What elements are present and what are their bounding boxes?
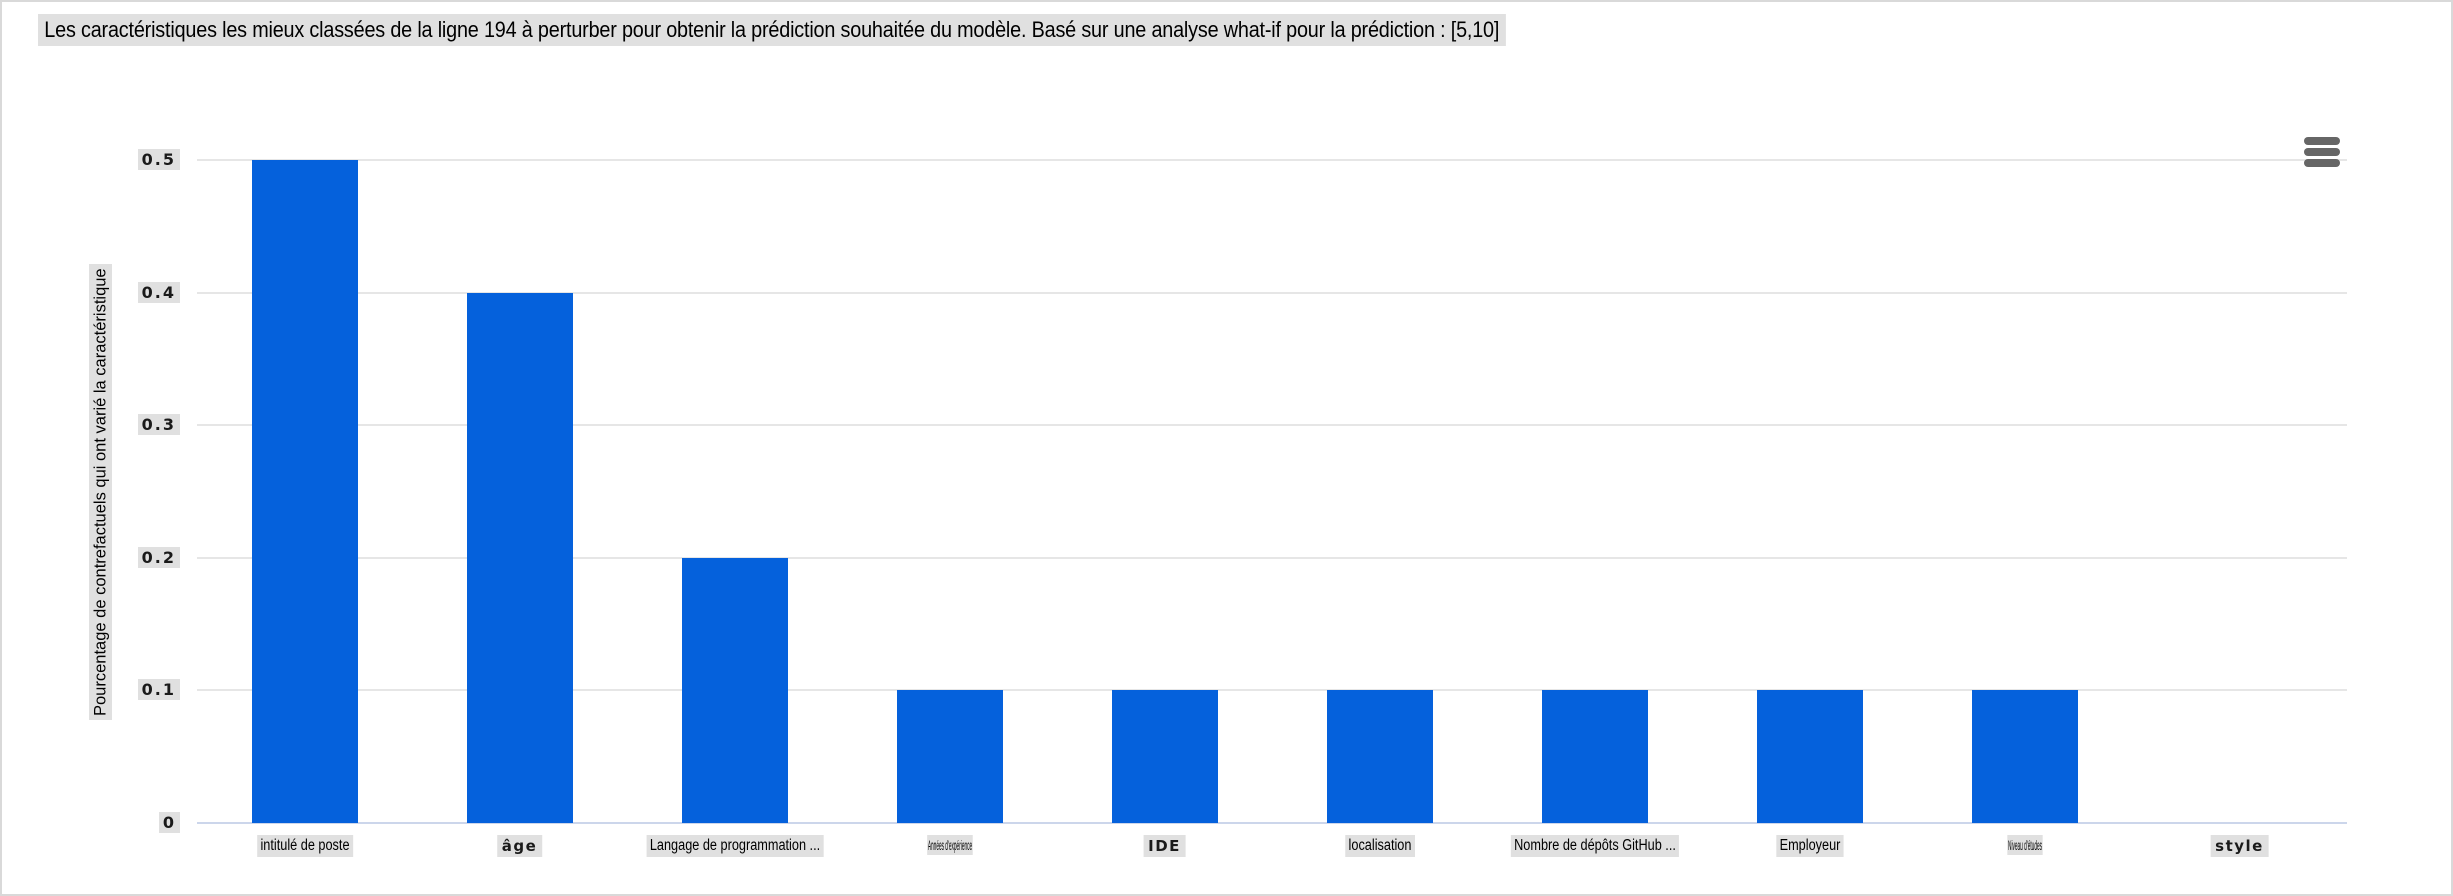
x-category-label: âge (496, 835, 543, 857)
x-category-label: Langage de programmation ... (627, 835, 843, 857)
x-category-text: localisation (1344, 835, 1415, 857)
y-axis-title-text: Pourcentage de contrefactuels qui ont va… (89, 264, 113, 720)
y-tick-text: 0.4 (137, 281, 180, 303)
x-category-label: Années d'expérience (882, 835, 1016, 855)
y-tick-label: 0.2 (2, 545, 180, 571)
y-tick-label: 0.1 (2, 677, 180, 703)
x-category-label: Nombre de dépôts GitHub ... (1492, 835, 1697, 857)
y-tick-label: 0 (2, 810, 180, 836)
bar-5[interactable] (1111, 690, 1218, 823)
bar-9[interactable] (1971, 690, 2078, 823)
y-gridline (197, 159, 2347, 161)
hamburger-menu-icon (2304, 159, 2340, 167)
y-tick-text: 0.5 (137, 149, 180, 170)
x-category-text: Niveau d'études (2006, 835, 2043, 855)
x-category-text: style (2210, 835, 2269, 857)
y-axis-title: Pourcentage de contrefactuels qui ont va… (84, 162, 118, 822)
x-category-label: style (2210, 835, 2269, 857)
y-gridline (197, 291, 2347, 294)
x-category-label: localisation (1337, 835, 1422, 857)
y-tick-text: 0.2 (137, 546, 180, 568)
x-axis-line (197, 822, 2347, 824)
bar-1[interactable] (251, 160, 358, 823)
y-tick-text: 0.1 (137, 679, 180, 701)
y-tick-text: 0 (158, 812, 180, 833)
bar-4[interactable] (896, 690, 1003, 823)
x-category-label: Niveau d'études (1973, 835, 2077, 855)
x-category-text: Années d'expérience (926, 835, 973, 855)
x-category-label: intitulé de poste (246, 835, 363, 857)
y-gridline (197, 556, 2347, 559)
x-category-text: Langage de programmation ... (646, 835, 823, 857)
y-tick-label: 0.4 (2, 280, 180, 306)
bar-8[interactable] (1756, 690, 1863, 823)
y-tick-text: 0.3 (137, 414, 180, 436)
x-category-text: Nombre de dépôts GitHub ... (1510, 835, 1679, 857)
x-category-label: IDE (1143, 835, 1186, 857)
x-category-text: intitulé de poste (256, 835, 353, 857)
chart-context-menu-button[interactable] (2304, 137, 2342, 169)
bar-7[interactable] (1541, 690, 1648, 823)
x-category-text: âge (496, 835, 543, 857)
hamburger-menu-icon (2304, 148, 2340, 156)
bar-6[interactable] (1326, 690, 1433, 823)
hamburger-menu-icon (2304, 137, 2340, 145)
y-gridline (197, 424, 2347, 427)
x-category-text: IDE (1143, 835, 1186, 857)
x-category-label: Employeur (1768, 835, 1850, 857)
x-category-text: Employeur (1775, 835, 1844, 857)
chart-title-text: Les caractéristiques les mieux classées … (38, 14, 1506, 46)
y-gridline (197, 689, 2347, 692)
bar-2[interactable] (466, 292, 573, 823)
y-tick-label: 0.3 (2, 412, 180, 438)
bar-3[interactable] (681, 557, 788, 823)
y-tick-label: 0.5 (2, 147, 180, 173)
chart-title: Les caractéristiques les mieux classées … (38, 14, 1669, 46)
